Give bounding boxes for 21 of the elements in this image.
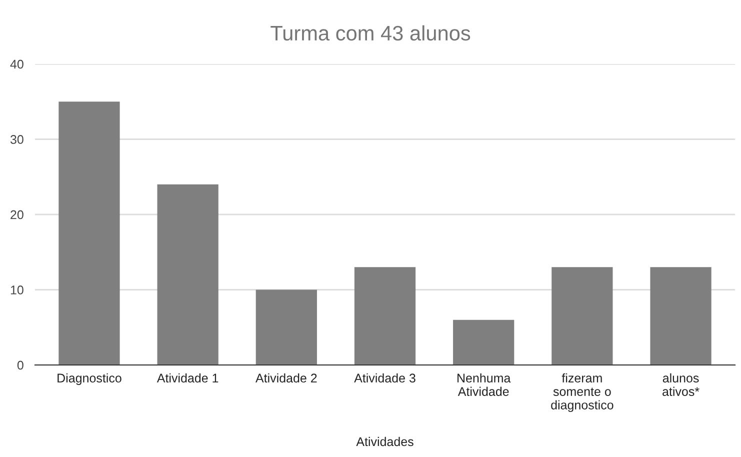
y-tick-label: 30 <box>10 135 24 144</box>
x-tick-label: alunos ativos* <box>662 373 700 396</box>
bar <box>256 290 317 365</box>
x-tick-label: Diagnostico <box>58 373 122 385</box>
x-tick-label: Nenhuma Atividade <box>458 373 511 396</box>
y-tick-label: 40 <box>10 60 24 69</box>
x-tick-label: Atividade 3 <box>354 373 416 383</box>
y-tick-label: 10 <box>10 286 24 294</box>
y-tick-label: 0 <box>17 360 24 370</box>
x-tick-label: Atividade 2 <box>256 373 317 383</box>
chart-title: Turma com 43 alunos <box>270 25 470 41</box>
x-tick-label: fizeram somente o diagnostico <box>551 373 614 412</box>
bar <box>157 184 218 365</box>
x-axis-title: Atividades <box>356 436 414 446</box>
y-tick-label: 20 <box>10 210 24 220</box>
bar <box>58 102 120 365</box>
x-tick-label: Atividade 1 <box>156 373 218 383</box>
bar <box>453 320 514 365</box>
bar <box>354 267 416 365</box>
bar <box>650 267 712 365</box>
bar <box>552 267 613 365</box>
